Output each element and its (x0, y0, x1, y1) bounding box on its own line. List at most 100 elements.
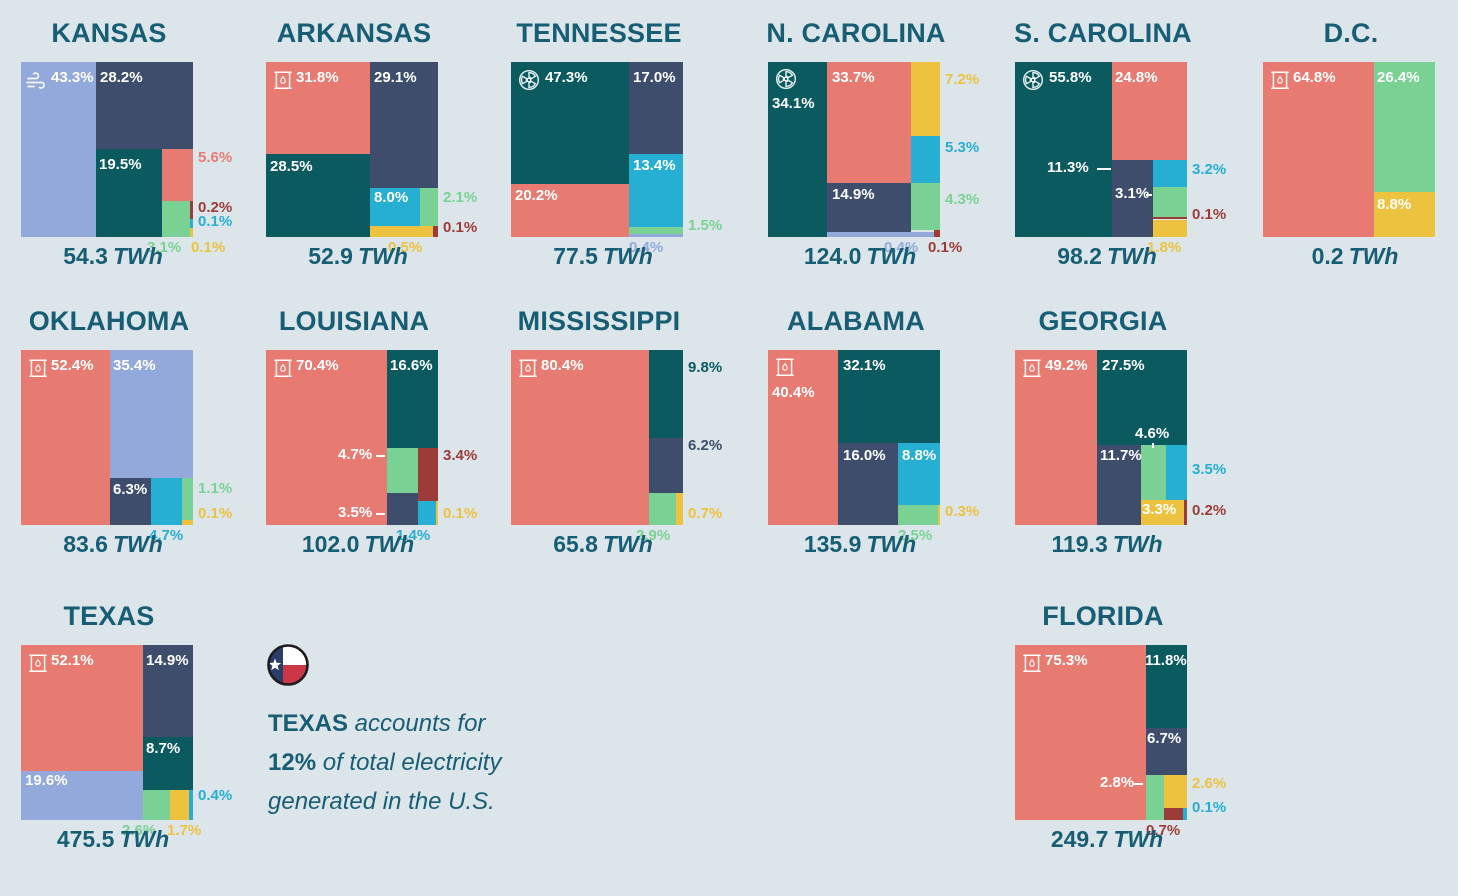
total-unit: TWh (119, 826, 170, 852)
pct-label: 4.7% (149, 527, 184, 544)
treemap-rect-cyan (1166, 445, 1187, 500)
state-card-s-carolina: S. CAROLINA 55.8% 24.8% 11.3% 3.1% 3.2% 0.1% 1.… (1014, 18, 1245, 277)
treemap-rect-green (387, 447, 419, 493)
state-card-alabama: ALABAMA 40.4% 32.1% 16.0% 8.8% 0.3% 2.5% 135.9 T… (768, 306, 998, 565)
pct-label: 3.5% (1192, 461, 1227, 478)
total-value: 135.9 (803, 531, 862, 557)
pct-label: 0.1% (1192, 799, 1227, 816)
gas-barrel-icon (516, 356, 540, 380)
pct-label: 11.8% (1145, 652, 1187, 669)
treemap-rect-green (182, 478, 193, 520)
pct-label: 3.1% (1115, 185, 1150, 202)
total-value: 475.5 (56, 826, 115, 852)
treemap-rect-slate (142, 645, 193, 738)
treemap-rect-teal (1015, 62, 1112, 237)
pct-label: 52.1% (51, 652, 94, 669)
total-unit: TWh (866, 531, 917, 557)
treemap-rect-yellow (1373, 192, 1435, 237)
pct-label: 80.4% (541, 357, 584, 374)
annotation-line2: of total electricity (316, 749, 502, 776)
total-value: 83.6 (63, 531, 108, 557)
total-value: 52.9 (308, 243, 353, 269)
state-card-louisiana: LOUISIANA 70.4% 16.6% 4.7% 3.5% 3.4% 0.1% 1.4% 1… (266, 306, 496, 565)
treemap-rect-green (1140, 445, 1167, 500)
pct-label: 26.4% (1377, 69, 1420, 86)
treemap-rect-darkred (190, 200, 193, 219)
pct-label: 31.8% (296, 69, 339, 86)
state-total: 0.2 TWh (1312, 243, 1399, 270)
callout-line (1097, 168, 1111, 170)
treemap-rect-teal (1145, 645, 1187, 728)
pct-label: 0.4% (629, 239, 664, 256)
treemap-rect-cyan (910, 136, 940, 183)
state-title: GEORGIA (1038, 306, 1168, 336)
total-unit: TWh (1112, 531, 1163, 557)
gas-barrel-icon (1020, 356, 1044, 380)
pct-label: 47.3% (545, 69, 588, 86)
pct-label: 1.1% (198, 480, 233, 497)
state-total: 98.2 TWh (1057, 243, 1157, 270)
total-unit: TWh (1348, 243, 1399, 269)
wind-icon (25, 69, 49, 93)
treemap-rect-cyan (1152, 160, 1187, 187)
treemap-rect-teal (142, 737, 193, 790)
state-card-arkansas: ARKANSAS 31.8% 29.1% 28.5% 8.0% 2.1% 0.1% 0.5% 5… (266, 18, 496, 277)
pct-label: 24.8% (1115, 69, 1158, 86)
annotation-line3: generated in the U.S. (268, 788, 495, 815)
pct-label: 1.8% (1147, 239, 1182, 256)
treemap-chart: 47.3% 17.0% 20.2% 13.4% 1.5% 0.4% (511, 62, 722, 256)
treemap-rect-cyan (1183, 808, 1187, 820)
treemap-rect-darkred (1152, 217, 1187, 220)
treemap-rect-salmon (511, 350, 649, 525)
gas-barrel-icon (271, 356, 295, 380)
pct-label: 0.1% (928, 239, 963, 256)
state-total: 102.0 TWh (302, 531, 414, 558)
gas-barrel-icon (1268, 68, 1292, 92)
treemap-rect-cyan (897, 443, 940, 506)
treemap-rect-periwinkle (827, 232, 935, 237)
pct-label: 8.8% (1377, 196, 1412, 213)
pct-label: 33.7% (832, 69, 875, 86)
treemap-chart: 31.8% 29.1% 28.5% 8.0% 2.1% 0.1% 0.5% (266, 62, 477, 256)
state-card-n-carolina: N. CAROLINA 34.1% 33.7% 14.9% 7.2% 5.3% 4.3% 0.… (766, 18, 998, 277)
pct-label: 0.2% (198, 199, 233, 216)
treemap-rect-teal (837, 350, 940, 444)
treemap-rect-salmon (1263, 62, 1374, 237)
pct-label: 27.5% (1102, 357, 1145, 374)
state-total: 54.3 TWh (63, 243, 163, 270)
state-card-kansas: KANSAS 43.3% 28.2% 19.5% 5.6% 0.2% 0.1% 3.1% 0.1… (21, 18, 251, 277)
treemap-chart: 52.4% 35.4% 6.3% 1.1% 0.1% 4.7% (21, 350, 232, 544)
treemap-rect-yellow (910, 62, 940, 137)
total-unit: TWh (1106, 243, 1157, 269)
texas-flag-icon (267, 644, 309, 686)
state-total: 83.6 TWh (63, 531, 163, 558)
pct-label: 6.3% (113, 481, 148, 498)
pct-label: 8.7% (146, 740, 181, 757)
pct-label: 49.2% (1045, 357, 1088, 374)
nuclear-icon (774, 67, 798, 91)
pct-label: 4.7% (338, 446, 373, 463)
pct-label: 6.2% (688, 437, 723, 454)
treemap-rect-slate (1097, 445, 1141, 525)
treemap-rect-yellow (676, 493, 683, 525)
total-unit: TWh (602, 243, 653, 269)
pct-label: 11.7% (1100, 447, 1142, 464)
treemap-rect-salmon (768, 350, 838, 525)
state-card-texas: TEXAS 52.1% 14.9% 8.7% 19.6% 0.4% 2.6% 1.7% 475.… (21, 601, 251, 860)
treemap-rect-slate (109, 478, 151, 525)
pct-label: 34.1% (772, 95, 815, 112)
pct-label: 1.5% (688, 217, 723, 234)
treemap-rect-salmon (1111, 62, 1187, 161)
pct-label: 0.1% (191, 239, 226, 256)
pct-label: 14.9% (832, 186, 875, 203)
state-title: OKLAHOMA (28, 306, 190, 336)
annotation-bold-texas: TEXAS (268, 710, 349, 737)
total-unit: TWh (112, 243, 163, 269)
pct-label: 5.6% (198, 149, 233, 166)
pct-label: 11.3% (1047, 159, 1089, 176)
total-unit: TWh (1113, 826, 1164, 852)
state-total: 135.9 TWh (804, 531, 916, 558)
treemap-rect-salmon (266, 350, 388, 525)
state-card-d-c-: D.C. 64.8% 26.4% 8.8% 0.2 TWh (1263, 18, 1458, 277)
